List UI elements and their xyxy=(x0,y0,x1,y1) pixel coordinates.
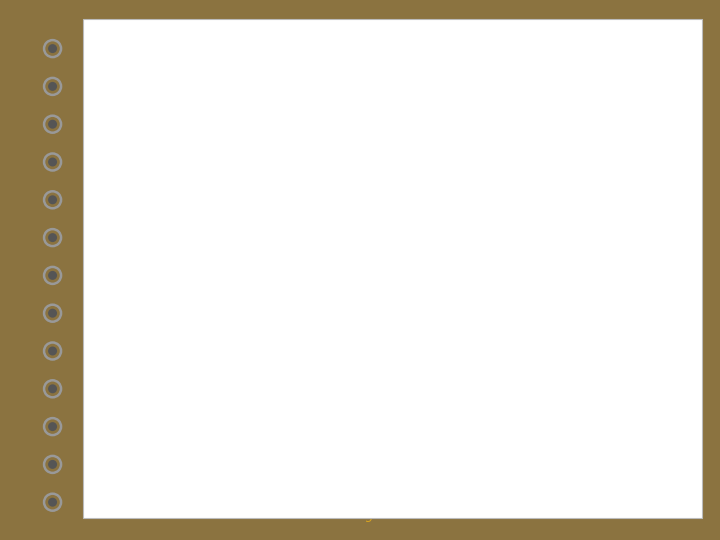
Circle shape xyxy=(48,82,57,91)
Circle shape xyxy=(48,347,57,355)
Circle shape xyxy=(48,233,57,242)
Text: Case 1:: Case 1: xyxy=(120,150,194,168)
Circle shape xyxy=(48,384,57,393)
Circle shape xyxy=(48,309,57,318)
Text: Medan Elektromagnetik. Sukiswo: Medan Elektromagnetik. Sukiswo xyxy=(256,509,464,522)
Circle shape xyxy=(48,498,57,507)
Text: REGIONS 1 & 2 are DIELECTRICS with $\rho_s$ = 0: REGIONS 1 & 2 are DIELECTRICS with $\rho… xyxy=(210,295,652,317)
Circle shape xyxy=(48,460,57,469)
Text: Case 2:: Case 2: xyxy=(120,295,194,313)
Text: $\therefore D_{1n} = D_{2n}$: $\therefore D_{1n} = D_{2n}$ xyxy=(250,355,437,390)
Circle shape xyxy=(48,158,57,166)
Text: REGION 2 is a CONDUCTOR, D$_2$ = E$_2$ =0: REGION 2 is a CONDUCTOR, D$_2$ = E$_2$ =… xyxy=(210,150,603,171)
Circle shape xyxy=(48,195,57,204)
Circle shape xyxy=(48,44,57,53)
Text: 14: 14 xyxy=(675,508,695,522)
Circle shape xyxy=(48,271,57,280)
Text: $\therefore D_{1n} = \rho_s$: $\therefore D_{1n} = \rho_s$ xyxy=(290,205,456,241)
Circle shape xyxy=(48,120,57,129)
Text: Can only
really get $\rho_s$
with
conductors: Can only really get $\rho_s$ with conduc… xyxy=(528,345,606,417)
Text: BOUNDARY CONDITIONS - Normal Components: BOUNDARY CONDITIONS - Normal Components xyxy=(194,35,666,53)
Circle shape xyxy=(48,422,57,431)
